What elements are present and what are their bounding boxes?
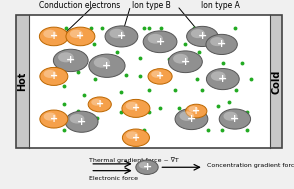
Circle shape: [40, 67, 68, 85]
Text: +: +: [156, 37, 165, 47]
Circle shape: [89, 54, 125, 77]
Circle shape: [91, 99, 102, 106]
Circle shape: [136, 160, 158, 174]
Circle shape: [143, 31, 177, 53]
Circle shape: [179, 111, 194, 121]
Text: +: +: [132, 133, 140, 143]
Circle shape: [139, 162, 149, 168]
Circle shape: [188, 106, 198, 112]
Circle shape: [44, 112, 56, 121]
Circle shape: [175, 108, 208, 130]
Circle shape: [54, 49, 88, 72]
Text: Conduction electrons: Conduction electrons: [39, 1, 120, 10]
Circle shape: [58, 52, 74, 62]
Text: +: +: [198, 31, 207, 41]
Circle shape: [126, 102, 138, 110]
Text: +: +: [50, 71, 58, 81]
Circle shape: [187, 26, 218, 46]
Text: +: +: [102, 61, 112, 71]
Text: +: +: [218, 74, 228, 84]
Circle shape: [223, 112, 238, 121]
Bar: [270, 15, 282, 148]
Text: Cold: Cold: [271, 70, 281, 94]
Text: +: +: [50, 31, 58, 41]
Text: +: +: [50, 114, 58, 124]
Circle shape: [94, 57, 110, 68]
Circle shape: [210, 37, 224, 46]
Text: +: +: [181, 57, 190, 67]
Circle shape: [122, 129, 149, 146]
Text: +: +: [142, 162, 152, 172]
Text: +: +: [117, 31, 126, 41]
Circle shape: [173, 54, 188, 64]
Circle shape: [206, 34, 237, 54]
Text: +: +: [192, 106, 200, 116]
Text: +: +: [230, 114, 240, 124]
Text: Ion type B: Ion type B: [132, 1, 171, 10]
Circle shape: [148, 34, 163, 44]
Text: +: +: [217, 40, 226, 50]
Circle shape: [105, 26, 138, 47]
Circle shape: [206, 69, 239, 90]
Text: +: +: [66, 55, 75, 65]
Text: Ion type A: Ion type A: [201, 1, 240, 10]
Text: +: +: [156, 71, 164, 81]
Circle shape: [43, 30, 56, 38]
Circle shape: [126, 131, 138, 139]
Circle shape: [168, 51, 202, 73]
Circle shape: [186, 104, 207, 118]
Circle shape: [70, 114, 84, 123]
Circle shape: [219, 109, 250, 129]
Text: +: +: [77, 117, 86, 127]
Circle shape: [151, 71, 162, 78]
Bar: [16, 15, 282, 148]
Circle shape: [122, 99, 150, 117]
Circle shape: [66, 27, 95, 46]
Bar: [16, 15, 29, 148]
Bar: [29, 15, 270, 148]
Circle shape: [44, 70, 56, 78]
Circle shape: [39, 27, 68, 46]
Circle shape: [70, 30, 83, 38]
Circle shape: [109, 29, 124, 38]
Circle shape: [211, 71, 225, 81]
Circle shape: [40, 110, 68, 128]
Text: Concentration gradient force ~ ∇c: Concentration gradient force ~ ∇c: [207, 163, 294, 168]
Circle shape: [148, 69, 172, 84]
Text: Thermal gradient force ~ ∇T: Thermal gradient force ~ ∇T: [89, 157, 178, 163]
Text: Hot: Hot: [17, 72, 27, 91]
Text: Electronic force: Electronic force: [89, 177, 138, 181]
Text: +: +: [96, 99, 104, 109]
Circle shape: [191, 29, 205, 38]
Text: +: +: [76, 31, 84, 41]
Text: +: +: [187, 114, 196, 124]
Text: +: +: [132, 103, 140, 113]
Circle shape: [65, 111, 98, 132]
Circle shape: [88, 97, 111, 112]
